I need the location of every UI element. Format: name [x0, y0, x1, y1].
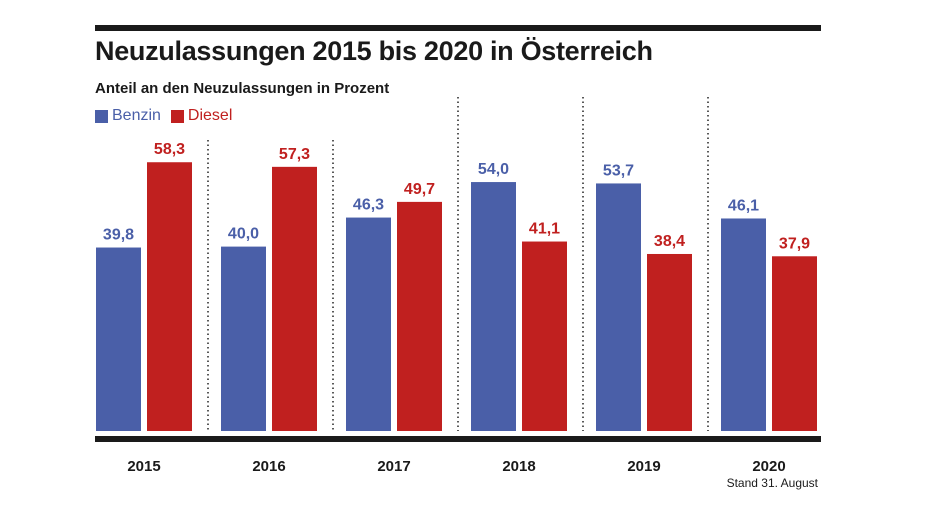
- x-tick-label: 2017: [377, 458, 410, 475]
- chart-subtitle: Anteil an den Neuzulassungen in Prozent: [95, 80, 390, 97]
- x-tick-label: 2015: [127, 458, 160, 475]
- data-label: 41,1: [529, 221, 560, 238]
- data-label: 39,8: [103, 227, 134, 244]
- data-label: 46,3: [353, 197, 384, 214]
- bar-diesel-2016: [272, 166, 317, 432]
- legend-swatch-benzin: [95, 109, 108, 123]
- bar-diesel-2015: [147, 162, 192, 431]
- data-label: 58,3: [154, 141, 185, 158]
- bar-benzin-2019: [596, 183, 641, 431]
- data-label: 38,4: [654, 233, 685, 250]
- legend: Benzin Diesel: [95, 107, 232, 125]
- data-label: 49,7: [404, 181, 435, 198]
- data-label: 40,0: [228, 226, 259, 243]
- legend-item-benzin: Benzin: [95, 107, 161, 125]
- bar-benzin-2015: [96, 247, 141, 431]
- bar-benzin-2020: [721, 218, 766, 431]
- bar-diesel-2020: [772, 256, 817, 431]
- bar-diesel-2019: [647, 253, 692, 431]
- data-label: 46,1: [728, 197, 759, 214]
- legend-swatch-diesel: [170, 109, 184, 123]
- x-tick-label: 2020: [752, 458, 785, 475]
- data-label: 57,3: [279, 146, 310, 163]
- top-rule: [95, 25, 821, 31]
- data-label: 53,7: [603, 162, 634, 179]
- x-tick-label: 2016: [252, 458, 285, 475]
- bar-diesel-2018: [522, 241, 567, 431]
- x-tick-label: 2018: [502, 458, 535, 475]
- legend-label-benzin: Benzin: [112, 107, 161, 124]
- bar-benzin-2017: [346, 217, 391, 431]
- data-label: 54,0: [478, 161, 509, 178]
- bar-benzin-2016: [221, 246, 266, 431]
- data-label: 37,9: [779, 235, 810, 252]
- bar-benzin-2018: [471, 182, 516, 431]
- legend-label-diesel: Diesel: [187, 107, 233, 124]
- footnote: Stand 31. August: [726, 476, 818, 490]
- bar-diesel-2017: [397, 201, 442, 431]
- baseline-rule: [95, 436, 821, 442]
- chart-title: Neuzulassungen 2015 bis 2020 in Österrei…: [95, 36, 653, 66]
- x-tick-label: 2019: [627, 458, 660, 475]
- legend-item-diesel: Diesel: [170, 107, 233, 125]
